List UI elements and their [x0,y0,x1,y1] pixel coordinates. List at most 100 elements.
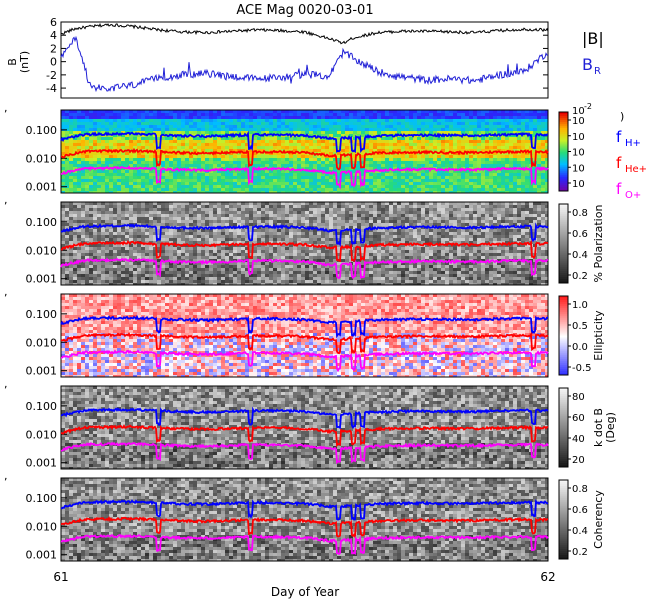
spectrogram-cell [397,161,401,164]
spectrogram-cell [301,158,305,161]
spectrogram-cell [345,146,349,149]
spectrogram-cell [161,205,165,208]
spectrogram-cell [161,208,165,211]
spectrogram-cell [273,119,277,122]
spectrogram-cell [273,211,277,214]
spectrogram-cell [317,185,321,188]
spectrogram-cell [513,137,517,140]
spectrogram-cell [505,214,509,217]
spectrogram-cell [441,113,445,116]
spectrogram-cell [497,113,501,116]
spectrogram-cell [117,235,121,238]
spectrogram-cell [61,167,65,170]
spectrogram-cell [473,137,477,140]
spectrogram-cell [217,185,221,188]
spectrogram-cell [285,143,289,146]
spectrogram-cell [101,125,105,128]
spectrogram-cell [513,161,517,164]
spectrogram-cell [409,185,413,188]
spectrogram-cell [157,119,161,122]
spectrogram-cell [81,176,85,179]
spectrogram-cell [429,188,433,191]
spectrogram-cell [429,116,433,119]
spectrogram-cell [497,232,501,235]
spectrogram-cell [129,208,133,211]
spectrogram-cell [293,185,297,188]
spectrogram-cell [477,146,481,149]
spectrogram-cell [245,122,249,125]
spectrogram-cell [69,167,73,170]
spectrogram-cell [489,116,493,119]
spectrogram-cell [385,173,389,176]
spectrogram-cell [261,235,265,238]
spectrogram-cell [381,185,385,188]
spectrogram-cell [221,131,225,134]
spectrogram-cell [441,229,445,232]
spectrogram-cell [213,131,217,134]
spectrogram-cell [301,214,305,217]
spectrogram-cell [137,232,141,235]
spectrogram-cell [537,140,541,143]
spectrogram-cell [381,119,385,122]
spectrogram-cell [469,128,473,131]
spectrogram-cell [477,188,481,191]
spectrogram-cell [121,182,125,185]
spectrogram-cell [233,158,237,161]
spectrogram-cell [305,217,309,220]
spectrogram-cell [525,170,529,173]
spectrogram-cell [381,164,385,167]
spectrogram-cell [97,229,101,232]
spectrogram-cell [121,158,125,161]
spectrogram-cell [133,176,137,179]
spectrogram-cell [421,232,425,235]
spectrogram-cell [161,185,165,188]
spectrogram-cell [505,232,509,235]
spectrogram-cell [525,116,529,119]
spectrogram-cell [433,140,437,143]
spectrogram-cell [457,214,461,217]
spectrogram-cell [297,119,301,122]
spectrogram-cell [433,113,437,116]
spectrogram-cell [277,116,281,119]
y-axis-unit: (nT) [18,51,31,73]
spectrogram-cell [457,131,461,134]
spectrogram-cell [161,211,165,214]
spectrogram-cell [101,158,105,161]
spectrogram-cell [213,179,217,182]
spectrogram-cell [133,116,137,119]
spectrogram-cell [489,119,493,122]
spectrogram-cell [149,182,153,185]
spectrogram-cell [181,128,185,131]
spectrogram-cell [217,235,221,238]
spectrogram-cell [321,146,325,149]
spectrogram-cell [437,229,441,232]
spectrogram-cell [125,113,129,116]
spectrogram-cell [405,140,409,143]
spectrogram-cell [61,188,65,191]
spectrogram-cell [377,217,381,220]
spectrogram-cell [261,179,265,182]
spectrogram-cell [261,211,265,214]
spectrogram-cell [469,185,473,188]
spectrogram-cell [269,208,273,211]
spectrogram-cell [281,220,285,223]
spectrogram-cell [193,155,197,158]
spectrogram-cell [93,122,97,125]
spectrogram-cell [281,143,285,146]
spectrogram-cell [309,119,313,122]
spectrogram-cell [93,235,97,238]
y-axis-label-fragment: , [4,102,8,115]
spectrogram-cell [265,205,269,208]
spectrogram-cell [281,173,285,176]
spectrogram-cell [281,158,285,161]
spectrogram-cell [409,143,413,146]
spectrogram-cell [421,185,425,188]
spectrogram-cell [229,179,233,182]
spectrogram-cell [193,131,197,134]
spectrogram-cell [257,179,261,182]
spectrogram-cell [241,146,245,149]
spectrogram-cell [493,158,497,161]
spectrogram-cell [257,232,261,235]
spectrogram-cell [65,119,69,122]
spectrogram-cell [289,185,293,188]
